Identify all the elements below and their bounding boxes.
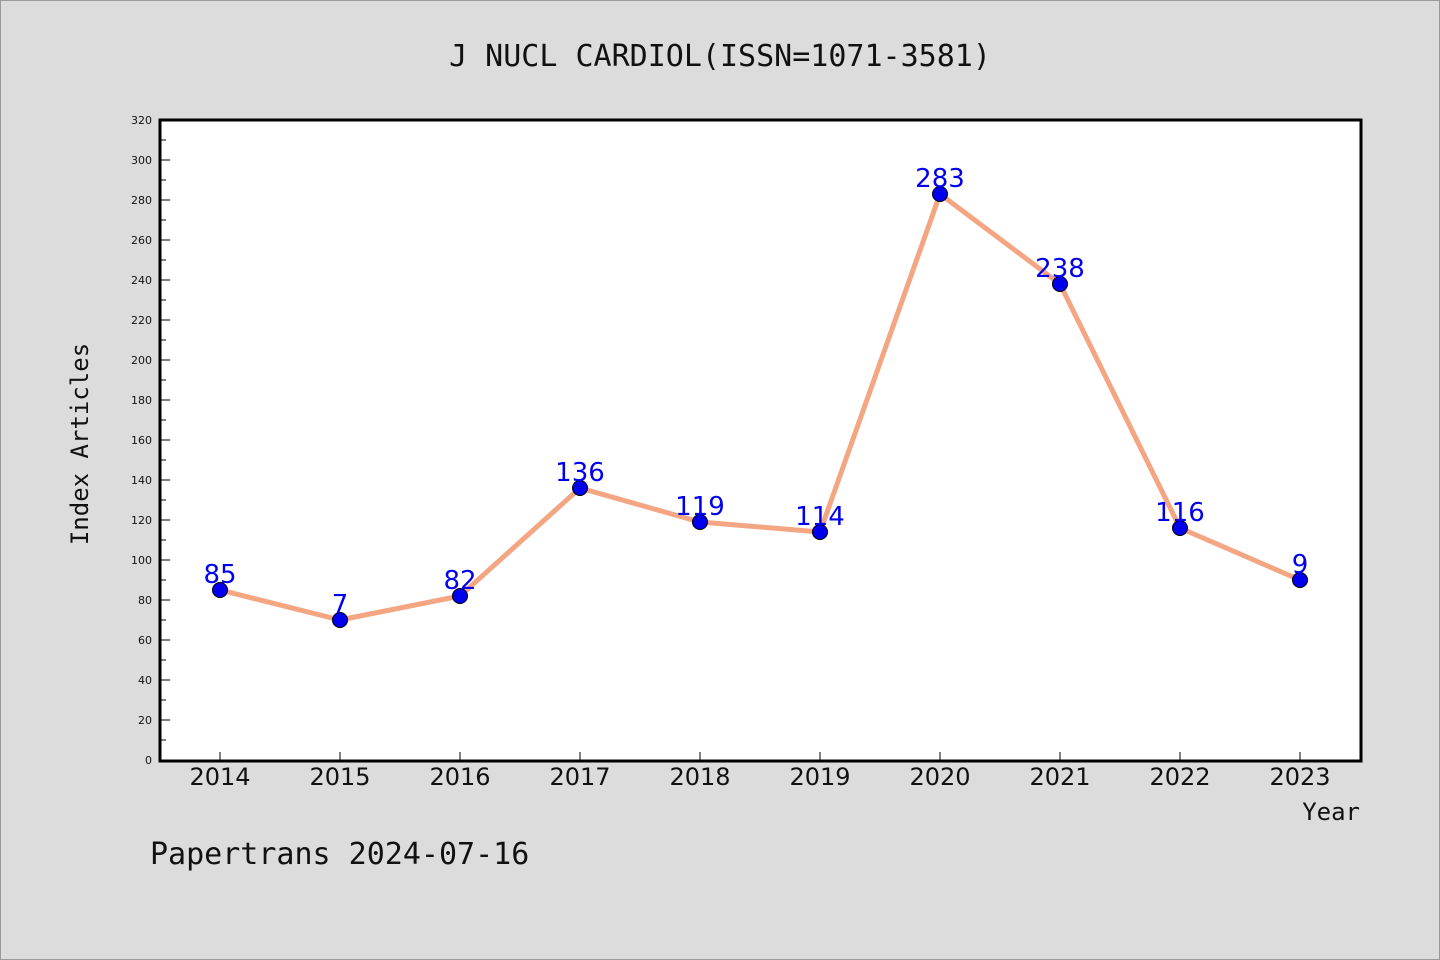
y-tick-label: 120 <box>131 514 152 527</box>
y-tick-label: 180 <box>131 394 152 407</box>
data-label: 9 <box>1292 550 1309 580</box>
x-tick-label: 2016 <box>429 763 490 791</box>
y-tick-label: 300 <box>131 154 152 167</box>
data-label: 114 <box>795 502 845 532</box>
data-point <box>1172 520 1188 536</box>
y-tick-label: 280 <box>131 194 152 207</box>
data-point <box>1292 572 1308 588</box>
x-tick-label: 2017 <box>549 763 610 791</box>
y-tick-label: 80 <box>138 594 152 607</box>
x-tick-label: 2015 <box>309 763 370 791</box>
data-label: 85 <box>203 560 236 590</box>
x-tick-label: 2018 <box>669 763 730 791</box>
x-tick-label: 2019 <box>789 763 850 791</box>
x-tick-label: 2020 <box>909 763 970 791</box>
data-point <box>932 186 948 202</box>
data-labels: 85 7 82 136 119 114 283 238 116 9 <box>203 164 1308 620</box>
y-tick-label: 100 <box>131 554 152 567</box>
y-tick-label: 200 <box>131 354 152 367</box>
y-tick-label: 240 <box>131 274 152 287</box>
chart-title: J NUCL CARDIOL(ISSN=1071-3581) <box>449 39 991 74</box>
data-label: 283 <box>915 164 965 194</box>
data-point <box>812 524 828 540</box>
y-tick-label: 40 <box>138 674 152 687</box>
y-axis-ticks: 0 20 40 60 80 100 120 140 160 180 200 220 240 260 280 3… <box>131 114 170 767</box>
data-point <box>572 480 588 496</box>
plot-area <box>158 118 1363 763</box>
y-tick-label: 0 <box>145 754 152 767</box>
data-point <box>332 612 348 628</box>
data-label: 116 <box>1155 498 1205 528</box>
series-line <box>217 191 1303 623</box>
data-point <box>1052 276 1068 292</box>
y-tick-label: 20 <box>138 714 152 727</box>
data-label: 7 <box>332 590 349 620</box>
data-label: 238 <box>1035 254 1085 284</box>
data-label: 119 <box>675 492 725 522</box>
data-point <box>212 582 228 598</box>
data-label: 82 <box>443 566 476 596</box>
x-axis-label: Year <box>1302 798 1360 826</box>
x-tick-label: 2023 <box>1269 763 1330 791</box>
footer-text: Papertrans 2024-07-16 <box>150 837 529 872</box>
data-point <box>692 514 708 530</box>
x-tick-label: 2022 <box>1149 763 1210 791</box>
data-markers <box>212 186 1308 628</box>
y-axis-label: Index Articles <box>66 343 94 545</box>
data-label: 136 <box>555 458 605 488</box>
data-point <box>452 588 468 604</box>
y-tick-label: 220 <box>131 314 152 327</box>
y-tick-label: 320 <box>131 114 152 127</box>
y-tick-label: 140 <box>131 474 152 487</box>
y-tick-label: 60 <box>138 634 152 647</box>
x-axis-ticks: 2014 2015 2016 2017 2018 2019 2020 2021 2022 2023 <box>189 752 1331 791</box>
x-tick-label: 2014 <box>189 763 250 791</box>
y-tick-label: 260 <box>131 234 152 247</box>
x-tick-label: 2021 <box>1029 763 1090 791</box>
y-tick-label: 160 <box>131 434 152 447</box>
